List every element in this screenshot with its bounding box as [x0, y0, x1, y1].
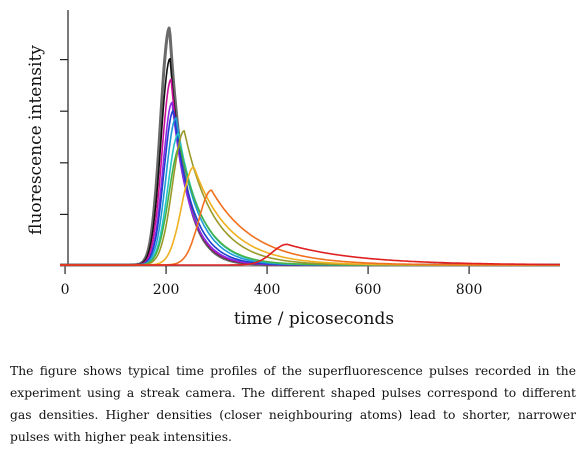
x-tick-label-0: 0: [61, 282, 70, 298]
y-axis-ticks: [60, 58, 68, 215]
x-axis-ticks: 0 200 400 600 800: [61, 266, 483, 298]
y-axis-label: fluorescence intensity: [26, 45, 46, 235]
pulse-series-12: [60, 243, 560, 266]
figure-caption: The figure shows typical time profiles o…: [10, 364, 576, 444]
x-tick-label-4: 800: [456, 282, 483, 298]
pulse-profiles-chart: 0 200 400 600 800 time / picoseconds fluores…: [26, 10, 561, 329]
x-axis-label: time / picoseconds: [234, 309, 394, 329]
x-tick-label-2: 400: [254, 282, 281, 298]
pulse-series: [59, 26, 561, 267]
x-tick-label-1: 200: [153, 282, 180, 298]
x-tick-label-3: 600: [355, 282, 382, 298]
